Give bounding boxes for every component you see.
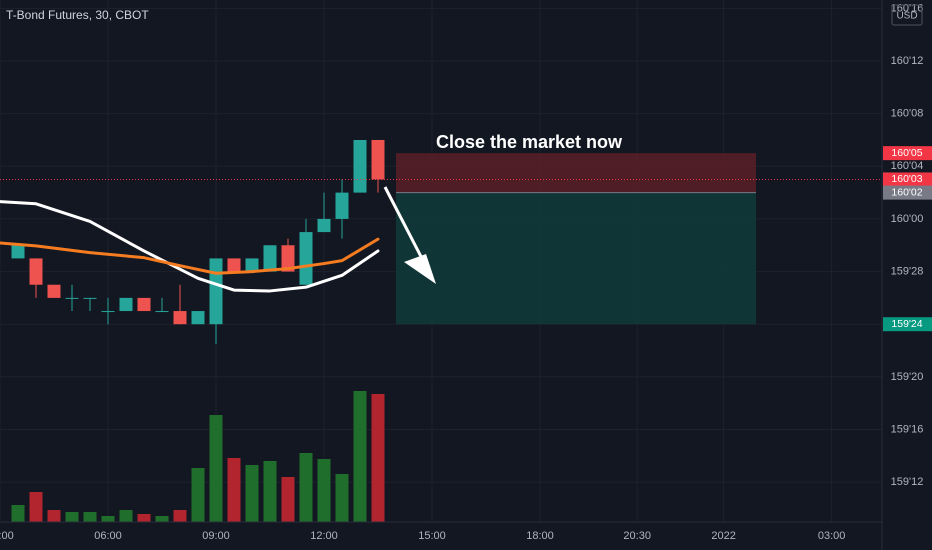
x-tick-label: 2022 [711,530,735,542]
currency-box[interactable] [891,4,923,26]
volume-bar [281,477,295,522]
x-tick-label: 09:00 [202,530,230,542]
volume-bar [335,474,349,522]
target-zone [396,192,756,325]
candle-body [101,311,115,313]
y-tick-label: 160'12 [891,55,924,67]
currency[interactable]: USD [896,11,917,22]
candle-body [191,311,205,325]
price-label-box [883,317,932,332]
candle-body [155,311,169,313]
candle-body [29,258,43,285]
candle-body [173,311,187,325]
moving-average [0,237,380,275]
volume-bar [227,458,241,522]
volume-bar [155,516,169,522]
volume-bar [263,461,277,522]
volume-bar [65,512,79,522]
volume-bar [29,492,43,522]
x-tick-label: 15:00 [418,530,446,542]
price-label-box [883,172,932,187]
candle-body [353,139,367,193]
volume-bar [371,394,385,522]
price-label: 160'05 [891,147,922,159]
volume-bar [137,514,151,522]
volume-bar [191,468,205,522]
x-tick-label: 03:00 [0,530,14,542]
moving-average [0,200,380,293]
volume-bar [11,505,25,522]
y-tick-label: 160'04 [891,160,924,172]
volume-bar [245,465,259,522]
price-label: 159'24 [891,318,922,330]
annotation: Close the market now [436,132,623,152]
candle-body [119,297,133,312]
volume-bar [173,510,187,522]
volume-bar [299,453,313,522]
y-tick-label: 160'00 [891,213,924,225]
price-label-box [883,185,932,200]
price-label: 160'03 [891,173,922,185]
arrow [383,186,436,284]
y-tick-label: 159'20 [891,371,924,383]
candle-body [83,297,97,299]
x-tick-label: 18:00 [526,530,554,542]
volume-bar [47,510,61,522]
y-tick-label: 159'16 [891,423,924,435]
price-label-box [883,146,932,161]
volume-bar [317,459,331,522]
candle-body [335,192,349,219]
candle-body [317,218,331,233]
x-tick-label: 12:00 [310,530,338,542]
volume-bar [101,516,115,522]
candle-body [299,232,313,285]
y-tick-label: 159'28 [891,265,924,277]
arrow-head [404,254,436,284]
candle-body [245,258,259,272]
candle-body [263,245,277,272]
candle-body [11,245,25,259]
x-tick-label: 03:00 [818,530,846,542]
position [396,153,756,325]
volume-bar [209,415,223,522]
price-label: 160'02 [891,186,922,198]
chart-title: T-Bond Futures, 30, CBOT [6,8,149,22]
volume-bar [119,510,133,522]
candle-body [65,297,79,299]
plot [0,139,882,522]
candle-body [227,258,241,272]
candle-body [209,258,223,325]
volume-bar [83,512,97,522]
candle-body [47,284,61,298]
stop-zone [396,153,756,193]
x-tick-label: 20:30 [623,530,651,542]
candle-body [281,245,295,272]
volume-bar [353,391,367,522]
x-tick-label: 06:00 [94,530,122,542]
candle-body [371,139,385,180]
y-tick-label: 159'12 [891,476,924,488]
y-tick-label: 160'08 [891,108,924,120]
candle-body [137,297,151,312]
